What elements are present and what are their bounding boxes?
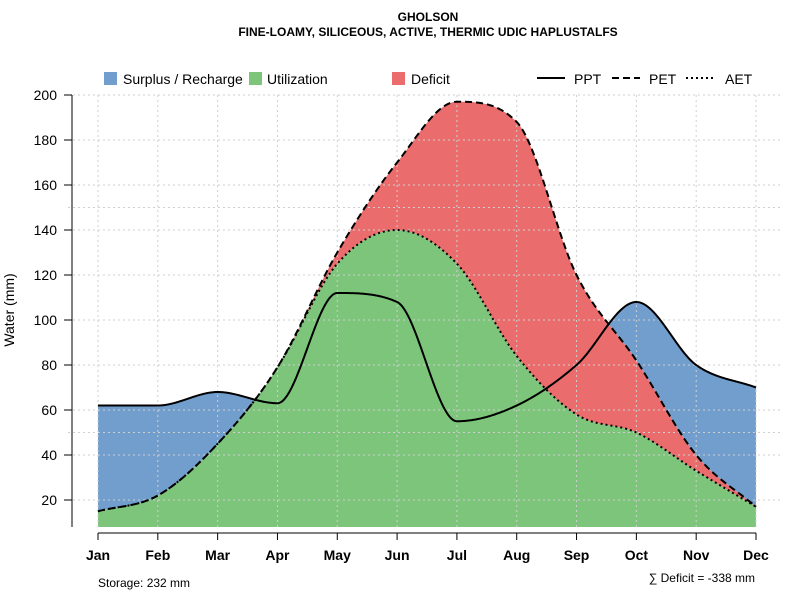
y-tick-label: 20: [41, 492, 57, 508]
legend-label-deficit: Deficit: [411, 71, 450, 87]
x-tick-label: Jun: [385, 547, 410, 563]
chart-title: GHOLSON: [398, 10, 459, 24]
y-tick-label: 60: [41, 402, 57, 418]
surplus-area: [98, 101, 756, 512]
utilization-area: [98, 230, 756, 527]
y-tick-label: 120: [34, 267, 58, 283]
legend-label-utilization: Utilization: [267, 71, 328, 87]
x-tick-label: Feb: [145, 547, 170, 563]
legend-swatch-utilization: [249, 72, 262, 85]
series-lines: [97, 100, 757, 513]
y-tick-label: 40: [41, 447, 57, 463]
storage-note: Storage: 232 mm: [98, 576, 190, 590]
y-tick-label: 80: [41, 357, 57, 373]
legend-swatch-surplus: [104, 72, 117, 85]
y-tick-label: 160: [34, 177, 58, 193]
y-tick-label: 200: [34, 87, 58, 103]
y-tick-label: 140: [34, 222, 58, 238]
pet-line: [97, 100, 757, 513]
x-tick-label: Aug: [503, 547, 530, 563]
gridlines: [68, 94, 782, 527]
legend: Surplus / Recharge Utilization Deficit P…: [104, 71, 753, 87]
y-tick-label: 100: [34, 312, 58, 328]
x-tick-label: Oct: [625, 547, 649, 563]
x-tick-label: Nov: [683, 547, 710, 563]
deficit-note: ∑ Deficit = -338 mm: [649, 571, 755, 585]
x-tick-label: Jul: [447, 547, 467, 563]
aet-line: [97, 228, 757, 513]
legend-label-ppt: PPT: [574, 71, 602, 87]
y-axis-label: Water (mm): [1, 273, 17, 346]
x-tick-label: Sep: [564, 547, 590, 563]
x-tick-label: May: [324, 547, 351, 563]
legend-swatch-deficit: [392, 72, 405, 85]
fill-areas: [98, 101, 756, 527]
chart-subtitle: FINE-LOAMY, SILICEOUS, ACTIVE, THERMIC U…: [238, 25, 617, 39]
x-tick-label: Jan: [86, 547, 110, 563]
legend-label-aet: AET: [725, 71, 753, 87]
x-tick-label: Dec: [743, 547, 769, 563]
x-tick-label: Mar: [205, 547, 230, 563]
y-tick-label: 180: [34, 132, 58, 148]
deficit-area: [98, 101, 756, 512]
y-axis: 20 40 60 80 100 120 140 160 180 200: [34, 87, 73, 527]
x-axis: Jan Feb Mar Apr May Jun Jul Aug Sep Oct Nov Dec: [86, 532, 769, 563]
ppt-line: [98, 292, 757, 423]
legend-label-pet: PET: [649, 71, 677, 87]
legend-label-surplus: Surplus / Recharge: [123, 71, 243, 87]
x-tick-label: Apr: [265, 547, 290, 563]
